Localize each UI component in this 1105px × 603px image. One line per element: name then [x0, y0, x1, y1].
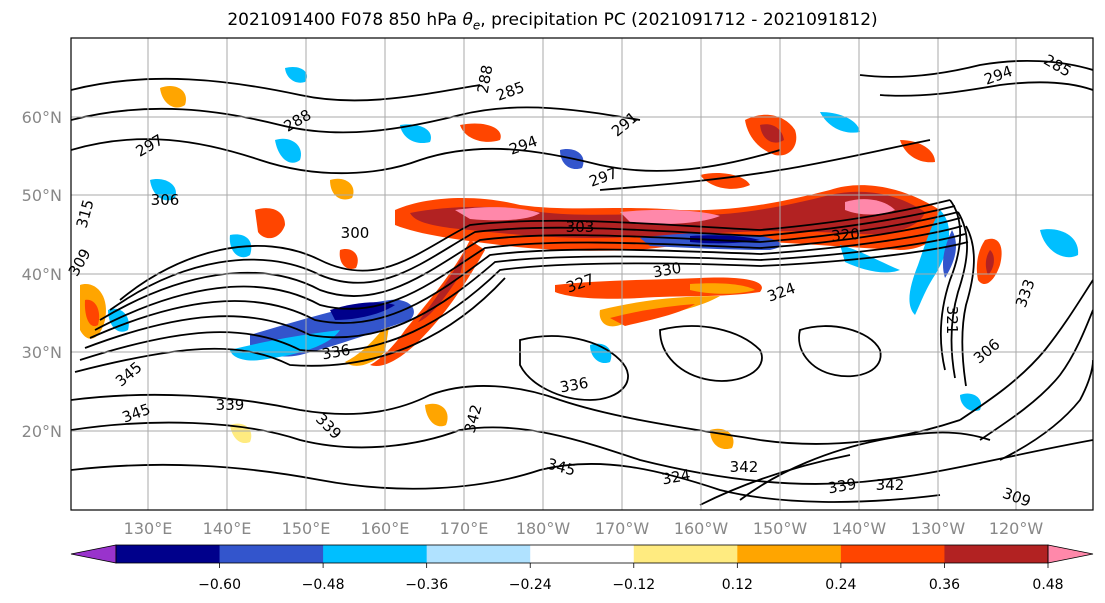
lon-tick-label: 180°W — [516, 519, 571, 538]
colorbar-bin — [219, 545, 324, 563]
lon-tick-label: 150°E — [282, 519, 331, 538]
colorbar-bin — [323, 545, 428, 563]
colorbar-bin — [633, 545, 738, 563]
colorbar-tick-label: 0.48 — [1032, 577, 1063, 593]
lon-tick-label: 130°W — [911, 519, 966, 538]
title-suffix: , precipitation PC (2021091712 - 2021091… — [480, 10, 878, 30]
contour-label: 306 — [151, 191, 180, 209]
contour-label: 342 — [876, 476, 905, 494]
colorbar-tick-label: −0.12 — [612, 577, 655, 593]
lat-tick-label: 30°N — [22, 343, 62, 362]
figure-title: 2021091400 F078 850 hPa θe, precipitatio… — [0, 10, 1105, 32]
colorbar-bin — [426, 545, 531, 563]
lon-tick-label: 160°E — [361, 519, 410, 538]
lon-tick-label: 170°E — [440, 519, 489, 538]
lat-tick-label: 20°N — [22, 422, 62, 441]
lon-tick-label: 170°W — [595, 519, 650, 538]
longitude-tick-labels: 130°E 140°E 150°E 160°E 170°E 180°W 170°W 160°W… — [124, 519, 1044, 538]
colorbar — [70, 544, 1094, 564]
title-prefix: 2021091400 F078 850 hPa — [227, 10, 463, 30]
title-theta: θ — [462, 10, 473, 30]
title-subscript: e — [472, 18, 481, 33]
contour-label: 330 — [651, 259, 682, 282]
lat-tick-label: 60°N — [22, 108, 62, 127]
contour-label: 320 — [831, 225, 861, 245]
colorbar-tick-label: −0.36 — [405, 577, 448, 593]
lat-tick-label: 50°N — [22, 186, 62, 205]
colorbar-bin — [840, 545, 945, 563]
colorbar-tick-label: −0.60 — [198, 577, 241, 593]
lon-tick-label: 150°W — [753, 519, 808, 538]
lon-tick-label: 130°E — [124, 519, 173, 538]
contour-label: 321 — [943, 306, 961, 335]
map-frame — [70, 37, 1094, 511]
contour-label: 288 — [474, 63, 497, 94]
colorbar-tick-label: 0.12 — [722, 577, 753, 593]
colorbar-bin — [737, 545, 842, 563]
contour-label: 339 — [826, 475, 857, 498]
colorbar-tick-label: −0.24 — [509, 577, 552, 593]
lon-tick-label: 140°E — [203, 519, 252, 538]
contour-label: 324 — [660, 466, 691, 489]
colorbar-tick-label: 0.24 — [825, 577, 856, 593]
lon-tick-label: 160°W — [674, 519, 729, 538]
colorbar-extend-max — [1047, 544, 1094, 564]
contour-label: 336 — [558, 374, 589, 397]
colorbar-bin — [530, 545, 635, 563]
colorbar-tick-labels: −0.60 −0.48 −0.36 −0.24 −0.12 0.12 0.24 0.36 0.4… — [198, 563, 1064, 593]
colorbar-bin — [116, 545, 221, 563]
colorbar-frame — [115, 544, 1049, 564]
colorbar-tick-label: 0.36 — [929, 577, 960, 593]
lon-tick-label: 120°W — [989, 519, 1044, 538]
contour-label: 342 — [730, 458, 759, 476]
lat-tick-label: 40°N — [22, 265, 62, 284]
latitude-tick-labels: 60°N 50°N 40°N 30°N 20°N — [22, 108, 62, 441]
contour-label: 303 — [566, 218, 595, 236]
colorbar-tick-label: −0.48 — [302, 577, 345, 593]
colorbar-bin — [944, 545, 1049, 563]
contour-label: 336 — [320, 341, 351, 364]
contour-label: 339 — [216, 396, 245, 414]
gridlines — [71, 38, 1093, 510]
contour-label: 300 — [341, 224, 370, 242]
colorbar-extend-min — [70, 544, 117, 564]
lon-tick-label: 140°W — [832, 519, 887, 538]
